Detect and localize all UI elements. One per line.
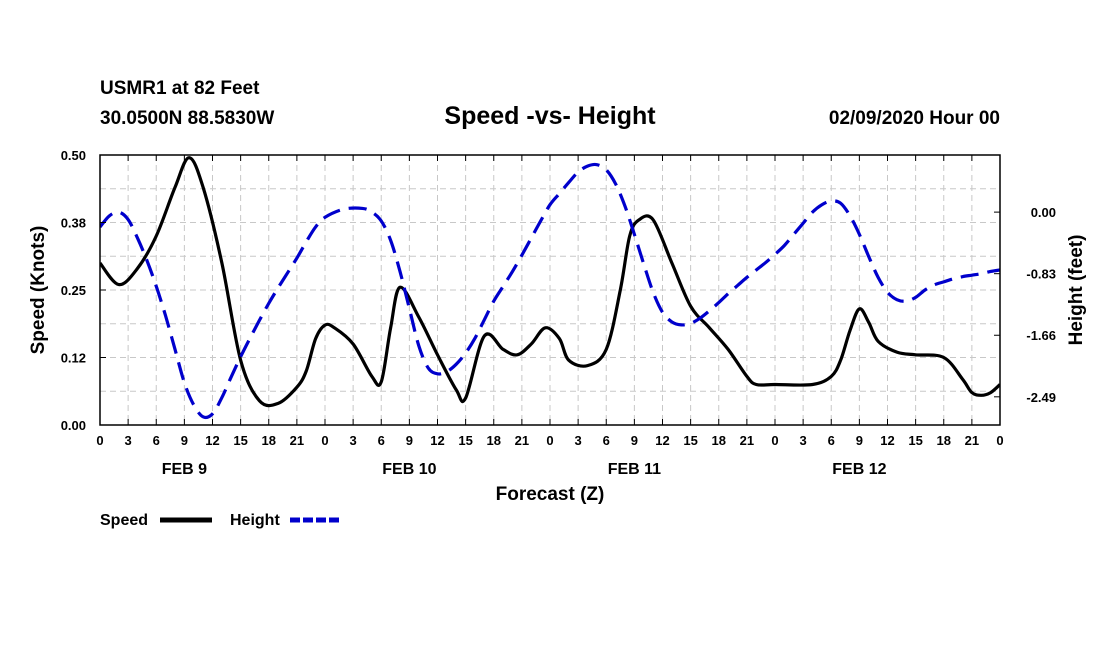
y-right-tick-label: -1.66 (1026, 328, 1056, 343)
x-tick-label: 18 (487, 433, 501, 448)
y-left-tick-label: 0.50 (61, 148, 86, 163)
x-tick-label: 9 (406, 433, 413, 448)
x-tick-label: 15 (908, 433, 922, 448)
x-tick-label: 6 (828, 433, 835, 448)
x-axis-title: Forecast (Z) (496, 484, 605, 505)
x-tick-label: 15 (233, 433, 247, 448)
y-right-tick-label: -2.49 (1026, 390, 1056, 405)
x-tick-label: 21 (515, 433, 529, 448)
y-left-tick-label: 0.25 (61, 283, 86, 298)
x-tick-label: 18 (712, 433, 726, 448)
x-tick-label: 18 (937, 433, 951, 448)
x-tick-label: 3 (800, 433, 807, 448)
day-label: FEB 11 (608, 461, 661, 478)
y-axis-left-title: Speed (Knots) (28, 226, 49, 355)
y-axis-right-title: Height (feet) (1066, 235, 1087, 346)
series-line-height (100, 162, 1000, 420)
x-tick-label: 6 (603, 433, 610, 448)
series-line-speed (100, 156, 1000, 408)
legend-height-label: Height (230, 512, 280, 529)
x-tick-label: 12 (205, 433, 219, 448)
x-tick-label: 0 (996, 433, 1003, 448)
x-tick-label: 3 (350, 433, 357, 448)
y-left-tick-label: 0.12 (61, 351, 86, 366)
x-tick-label: 21 (740, 433, 754, 448)
x-tick-label: 0 (321, 433, 328, 448)
y-left-tick-label: 0.38 (61, 216, 86, 231)
x-tick-label: 6 (378, 433, 385, 448)
x-tick-label: 3 (125, 433, 132, 448)
x-tick-label: 12 (430, 433, 444, 448)
forecast-date: 02/09/2020 Hour 00 (829, 108, 1000, 129)
x-tick-label: 12 (880, 433, 894, 448)
x-tick-label: 9 (631, 433, 638, 448)
x-tick-label: 21 (965, 433, 979, 448)
x-tick-label: 0 (96, 433, 103, 448)
x-tick-label: 12 (655, 433, 669, 448)
x-tick-label: 21 (290, 433, 304, 448)
y-left-tick-label: 0.00 (61, 418, 86, 433)
day-label: FEB 12 (832, 461, 886, 478)
x-tick-label: 0 (771, 433, 778, 448)
series (100, 156, 1000, 420)
x-tick-label: 9 (856, 433, 863, 448)
x-tick-label: 3 (575, 433, 582, 448)
x-tick-label: 0 (546, 433, 553, 448)
day-label: FEB 10 (382, 461, 436, 478)
ticks: 0 3 6 9 12 15 18 21 0 3 6 9 12 15 18 21 0 3 6 9 12 15 18 21 0 3 6 9… (61, 148, 1056, 478)
legend: Speed Height (100, 512, 342, 529)
x-tick-label: 18 (262, 433, 276, 448)
grid (100, 155, 1000, 425)
x-tick-label: 15 (458, 433, 472, 448)
coordinates-label: 30.0500N 88.5830W (100, 108, 274, 129)
legend-speed-label: Speed (100, 512, 148, 529)
station-label: USMR1 at 82 Feet (100, 78, 260, 99)
day-label: FEB 9 (162, 461, 207, 478)
y-right-tick-label: 0.00 (1031, 205, 1056, 220)
chart-title: Speed -vs- Height (444, 102, 656, 130)
y-right-tick-label: -0.83 (1026, 267, 1056, 282)
x-tick-label: 6 (153, 433, 160, 448)
x-tick-label: 9 (181, 433, 188, 448)
x-tick-label: 15 (683, 433, 697, 448)
